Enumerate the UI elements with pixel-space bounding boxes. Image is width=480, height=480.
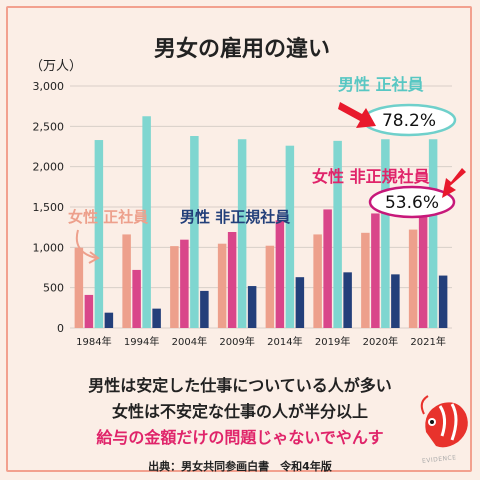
x-tick-label: 1994年 — [124, 335, 159, 348]
bar — [217, 243, 227, 328]
bar — [323, 209, 332, 328]
bar — [428, 139, 438, 328]
bar — [104, 312, 114, 328]
bar — [381, 139, 390, 328]
label-male-regular: 男性 正社員 — [338, 75, 424, 94]
bar — [94, 140, 104, 328]
x-tick-label: 2019年 — [315, 335, 350, 348]
bar — [180, 239, 189, 328]
bar — [438, 275, 448, 328]
x-tick-label: 2009年 — [219, 335, 254, 348]
value-female-nonregular: 53.6% — [385, 193, 439, 213]
bar — [132, 269, 141, 328]
bars — [74, 116, 448, 328]
bar — [343, 272, 352, 328]
label-female-regular: 女性 正社員 — [68, 208, 148, 226]
bar — [122, 234, 131, 328]
bar — [418, 214, 428, 328]
y-tick-label: 1,000 — [33, 241, 65, 254]
x-tick-label: 2004年 — [172, 335, 207, 348]
bar — [227, 232, 237, 328]
bar — [152, 308, 161, 328]
bar — [371, 213, 380, 328]
y-tick-label: 2,000 — [33, 161, 65, 174]
border-frame — [6, 6, 472, 472]
x-tick-label: 2014年 — [267, 335, 302, 348]
bar — [190, 136, 199, 328]
bar — [74, 247, 84, 328]
y-unit-label: （万人） — [30, 59, 82, 74]
x-tick-label: 2021年 — [410, 335, 445, 348]
bar — [265, 245, 275, 328]
shrimp-mascot-icon — [420, 395, 468, 448]
bar — [313, 234, 322, 328]
bar — [285, 145, 295, 328]
curved-arrow-head-icon — [88, 251, 100, 264]
x-tick-label: 1984年 — [76, 335, 111, 348]
bar — [142, 116, 151, 328]
highlight-ellipse-female — [368, 185, 456, 219]
summary-line-1: 男性は安定した仕事についている人が多い — [88, 376, 392, 395]
bar — [247, 286, 257, 328]
bar — [295, 277, 305, 328]
bar-chart: 男女の雇用の違い （万人） 0 500 1,000 1,500 2,000 2,500 3,… — [30, 36, 466, 348]
y-tick-label: 2,500 — [33, 120, 65, 133]
label-female-nonregular: 女性 非正規社員 — [312, 167, 430, 186]
value-male-regular: 78.2% — [382, 111, 436, 131]
bar — [333, 140, 342, 328]
bar — [408, 229, 418, 328]
y-tick-label: 500 — [43, 282, 64, 295]
bar — [170, 246, 179, 328]
y-tick-label: 1,500 — [33, 201, 65, 214]
y-tick-label: 0 — [57, 322, 64, 335]
bar — [391, 274, 400, 328]
arrow-icon — [442, 168, 466, 198]
bar — [84, 294, 94, 328]
bar — [275, 220, 285, 328]
chart-title: 男女の雇用の違い — [154, 36, 330, 62]
x-tick-label: 2020年 — [363, 335, 398, 348]
summary-line-2: 女性は不安定な仕事の人が半分以上 — [111, 402, 368, 421]
x-tick-labels: 1984年 1994年 2004年 2009年 2014年 2019年 2020年 2021年 — [76, 335, 446, 348]
bar — [200, 290, 209, 328]
summary-line-3: 給与の金額だけの問題じゃないでやんす — [96, 428, 384, 447]
y-tick-labels: 0 500 1,000 1,500 2,000 2,500 3,000 — [33, 80, 65, 335]
curved-arrow-icon — [75, 229, 97, 259]
source-note: 出典：男女共同参画白書 令和4年版 — [148, 460, 332, 473]
bar — [237, 139, 247, 328]
y-tick-label: 3,000 — [33, 80, 65, 93]
label-male-nonregular: 男性 非正規社員 — [180, 208, 290, 226]
bar — [361, 232, 370, 328]
arrow-icon — [338, 102, 376, 128]
